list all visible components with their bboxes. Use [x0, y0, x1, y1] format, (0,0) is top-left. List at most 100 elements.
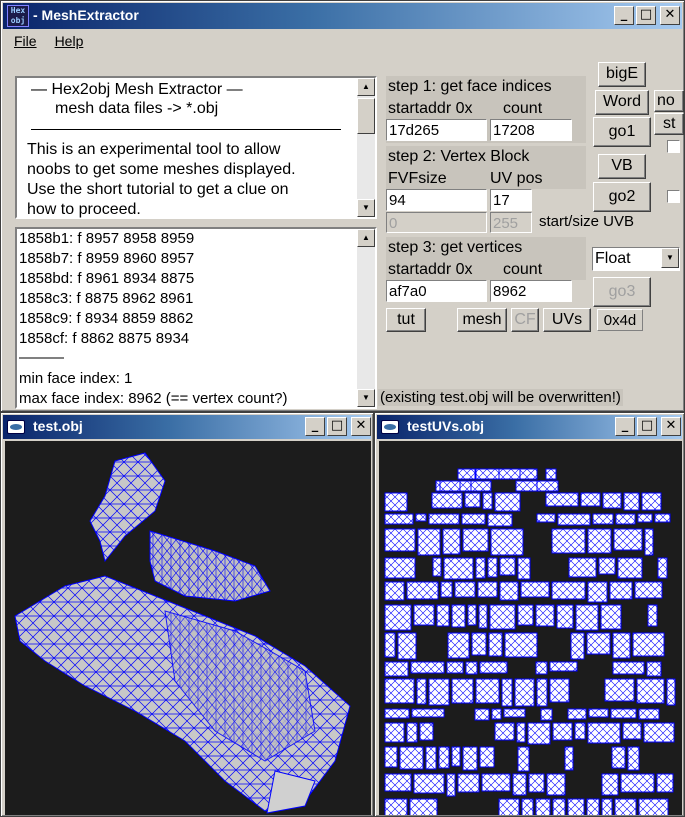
uv-island: [416, 678, 427, 705]
uv-island: [528, 773, 545, 793]
log-line: 1858c9: f 8934 8859 8862: [19, 310, 194, 327]
menu-help[interactable]: Help: [54, 33, 84, 49]
mesh-upper-part: [89, 452, 166, 563]
option-checkbox-2[interactable]: [667, 190, 680, 203]
step1-startaddr-input[interactable]: 17d265: [386, 119, 487, 141]
uv-island: [535, 604, 555, 627]
uv-island: [641, 492, 662, 511]
log-line: 1858c3: f 8875 8962 8961: [19, 290, 194, 307]
info-scrollbar[interactable]: ▲ ▼: [357, 78, 375, 217]
uv-island: [384, 798, 408, 815]
uv-island: [657, 557, 668, 579]
close-button[interactable]: ✕: [661, 417, 681, 436]
scroll-thumb[interactable]: [357, 98, 375, 134]
step2-fvfsize-input[interactable]: 94: [386, 189, 487, 211]
log-scrollbar[interactable]: ▲ ▼: [357, 229, 375, 407]
minimize-button[interactable]: _: [305, 417, 325, 436]
uv-island: [574, 722, 586, 740]
mesh-arm-part: [149, 530, 271, 602]
info-line-4: how to proceed.: [27, 201, 141, 218]
uv-island: [384, 604, 412, 631]
uv-island: [600, 604, 622, 630]
uv-island: [465, 661, 478, 675]
tut-button[interactable]: tut: [386, 308, 426, 332]
minimize-button[interactable]: _: [615, 417, 635, 436]
maximize-button[interactable]: □: [327, 417, 347, 436]
cf-button[interactable]: CF: [511, 308, 539, 332]
option-checkbox-1[interactable]: [667, 140, 680, 153]
uv-island: [515, 480, 538, 492]
step2-uvpos-input[interactable]: 17: [490, 189, 532, 211]
uv-islands: [384, 468, 676, 815]
log-line: max face index: 8962 (== vertex count?): [19, 390, 288, 407]
scroll-up-arrow-icon[interactable]: ▲: [357, 229, 375, 247]
log-line: 1858b7: f 8959 8960 8957: [19, 250, 195, 267]
close-button[interactable]: ✕: [660, 6, 680, 25]
go1-button[interactable]: go1: [593, 117, 651, 147]
step1-count-input[interactable]: 17208: [490, 119, 572, 141]
uv-island: [384, 746, 398, 768]
mesh-title-bar[interactable]: test.obj _ □ ✕: [3, 415, 371, 439]
uv-window-title: testUVs.obj: [407, 418, 485, 434]
mesh-viewport[interactable]: [5, 441, 371, 815]
uv-island: [399, 746, 424, 770]
uv-island: [494, 722, 515, 741]
uv-island: [410, 661, 445, 674]
vertex-format-select[interactable]: Float ▼: [592, 247, 680, 271]
main-title-bar[interactable]: Hex obj - MeshExtractor _ □ ✕: [3, 3, 682, 29]
uv-island: [451, 604, 466, 628]
overwrite-notice: (existing test.obj will be overwritten!): [378, 389, 623, 406]
uvs-button[interactable]: UVs: [543, 308, 591, 332]
step3-startaddr-input[interactable]: af7a0: [386, 280, 487, 302]
log-textarea[interactable]: 1858b1: f 8957 8958 8959 1858b7: f 8959 …: [15, 227, 377, 409]
no-button[interactable]: no: [654, 90, 684, 112]
uv-island: [503, 708, 526, 718]
st-button[interactable]: st: [654, 113, 684, 135]
step3-count-input[interactable]: 8962: [490, 280, 572, 302]
uv-island: [384, 528, 416, 552]
maximize-button[interactable]: □: [637, 417, 657, 436]
uv-island: [432, 557, 442, 577]
uv-island: [637, 513, 653, 523]
step3-startaddr-label: startaddr 0x: [388, 261, 473, 278]
info-line-2: noobs to get some meshes displayed.: [27, 161, 296, 178]
uv-island: [545, 492, 579, 507]
uv-island: [644, 528, 654, 556]
uv-island: [419, 722, 434, 741]
mesh-window: test.obj _ □ ✕: [0, 412, 374, 817]
uv-island: [634, 581, 663, 599]
info-textarea[interactable]: — Hex2obj Mesh Extractor — mesh data fil…: [15, 76, 377, 219]
scroll-down-arrow-icon[interactable]: ▼: [357, 199, 375, 217]
maximize-button[interactable]: □: [636, 6, 656, 25]
bige-button[interactable]: bigE: [598, 62, 646, 87]
hex-obj-app-icon: Hex obj: [7, 5, 29, 27]
menu-file[interactable]: File: [14, 33, 37, 49]
uv-island: [536, 678, 548, 707]
chevron-down-icon[interactable]: ▼: [661, 248, 679, 268]
uv-island: [647, 604, 658, 627]
mesh-button[interactable]: mesh: [457, 308, 507, 332]
uv-island: [627, 746, 640, 771]
log-line: 1858b1: f 8957 8958 8959: [19, 230, 195, 247]
go2-button[interactable]: go2: [593, 182, 651, 212]
uv-island: [614, 798, 637, 815]
go3-button[interactable]: go3: [593, 277, 651, 307]
uv-island: [549, 661, 578, 672]
minimize-button[interactable]: _: [614, 6, 634, 25]
uv-title-bar[interactable]: testUVs.obj _ □ ✕: [377, 415, 682, 439]
uv-viewport[interactable]: [379, 441, 682, 815]
vb-button[interactable]: VB: [598, 154, 646, 179]
hex-value-display: 0x4d: [597, 309, 643, 331]
uv-island: [497, 468, 521, 480]
uv-island: [446, 661, 464, 674]
uv-island: [464, 492, 481, 508]
word-button[interactable]: Word: [595, 90, 649, 115]
step3-panel: [386, 237, 586, 280]
close-button[interactable]: ✕: [351, 417, 371, 436]
scroll-up-arrow-icon[interactable]: ▲: [357, 78, 375, 96]
uv-island: [551, 528, 586, 554]
uv-island: [451, 678, 474, 704]
log-line: ———: [19, 349, 64, 366]
info-heading-1: — Hex2obj Mesh Extractor —: [31, 81, 243, 98]
scroll-down-arrow-icon[interactable]: ▼: [357, 389, 375, 407]
